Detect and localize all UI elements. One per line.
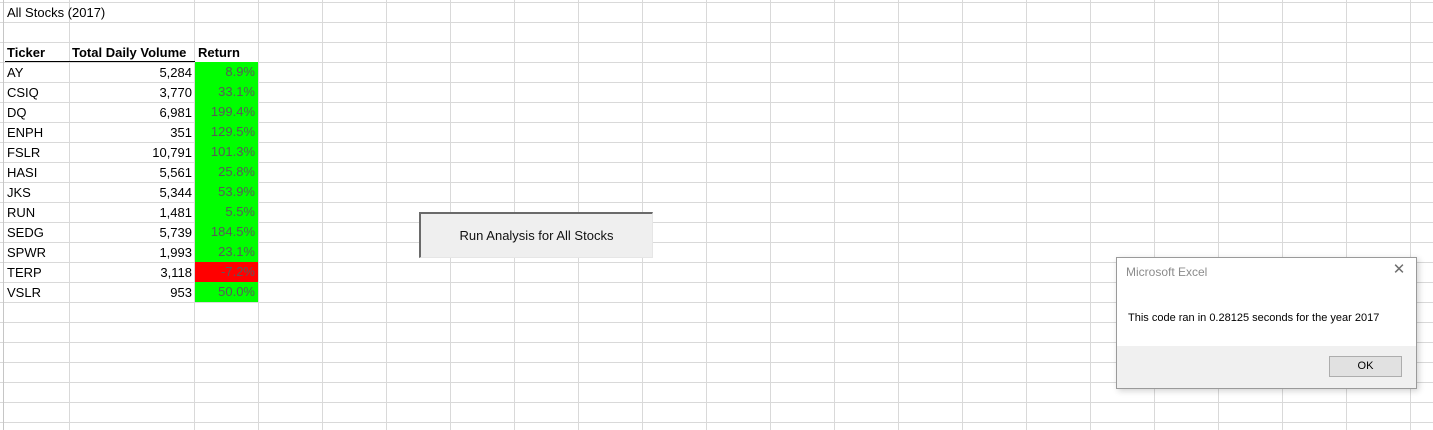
grid-column-line	[69, 0, 70, 430]
grid-column-line	[194, 0, 195, 430]
ticker-cell[interactable]: TERP	[7, 265, 42, 280]
ticker-cell[interactable]: SEDG	[7, 225, 44, 240]
grid-column-line	[258, 0, 259, 430]
grid-row-line	[0, 162, 1433, 163]
volume-cell[interactable]: 5,561	[159, 165, 192, 180]
grid-column-line	[706, 0, 707, 430]
return-cell[interactable]: 8.9%	[195, 62, 258, 82]
grid-column-line	[1346, 0, 1347, 430]
grid-row-line	[0, 422, 1433, 423]
ticker-cell[interactable]: DQ	[7, 105, 27, 120]
grid-column-line	[1218, 0, 1219, 430]
header-volume[interactable]: Total Daily Volume	[72, 45, 187, 60]
volume-cell[interactable]: 953	[170, 285, 192, 300]
grid-row-line	[0, 2, 1433, 3]
sheet-left-border	[3, 0, 4, 430]
grid-row-line	[0, 242, 1433, 243]
return-cell[interactable]: 50.0%	[195, 282, 258, 302]
ticker-cell[interactable]: RUN	[7, 205, 36, 220]
volume-cell[interactable]: 3,770	[159, 85, 192, 100]
dialog-title: Microsoft Excel	[1126, 265, 1208, 279]
volume-cell[interactable]: 3,118	[160, 265, 192, 280]
ticker-cell[interactable]: CSIQ	[7, 85, 39, 100]
return-cell[interactable]: 101.3%	[195, 142, 258, 162]
grid-row-line	[0, 362, 1433, 363]
grid-row-line	[0, 62, 1433, 63]
grid-row-line	[0, 122, 1433, 123]
grid-row-line	[0, 22, 1433, 23]
grid-row-line	[0, 302, 1433, 303]
return-cell[interactable]: 129.5%	[195, 122, 258, 142]
header-ticker[interactable]: Ticker	[7, 45, 46, 60]
run-analysis-button[interactable]: Run Analysis for All Stocks	[419, 212, 653, 258]
grid-row-line	[0, 262, 1433, 263]
dialog-message: This code ran in 0.28125 seconds for the…	[1128, 312, 1380, 324]
grid-row-line	[0, 42, 1433, 43]
grid-column-line	[386, 0, 387, 430]
ticker-cell[interactable]: JKS	[7, 185, 31, 200]
return-cell[interactable]: 184.5%	[195, 222, 258, 242]
ok-button[interactable]: OK	[1329, 356, 1402, 377]
header-underline	[5, 61, 195, 62]
volume-cell[interactable]: 5,344	[159, 185, 192, 200]
grid-column-line	[1154, 0, 1155, 430]
grid-column-line	[962, 0, 963, 430]
ticker-cell[interactable]: FSLR	[7, 145, 41, 160]
return-cell[interactable]: 5.5%	[195, 202, 258, 222]
grid-column-line	[1026, 0, 1027, 430]
header-return[interactable]: Return	[198, 45, 240, 60]
grid-row-line	[0, 222, 1433, 223]
return-cell[interactable]: 199.4%	[195, 102, 258, 122]
volume-cell[interactable]: 351	[170, 125, 192, 140]
ticker-cell[interactable]: AY	[7, 65, 24, 80]
return-cell[interactable]: 53.9%	[195, 182, 258, 202]
ticker-cell[interactable]: HASI	[7, 165, 38, 180]
grid-row-line	[0, 82, 1433, 83]
ticker-cell[interactable]: ENPH	[7, 125, 44, 140]
grid-row-line	[0, 202, 1433, 203]
grid-column-line	[898, 0, 899, 430]
ticker-cell[interactable]: SPWR	[7, 245, 46, 260]
grid-row-line	[0, 382, 1433, 383]
message-dialog: Microsoft Excel ✕ This code ran in 0.281…	[1116, 257, 1417, 389]
grid-column-line	[1282, 0, 1283, 430]
grid-row-line	[0, 102, 1433, 103]
grid-row-line	[0, 342, 1433, 343]
grid-column-line	[322, 0, 323, 430]
grid-column-line	[834, 0, 835, 430]
return-cell[interactable]: -7.2%	[195, 262, 258, 282]
grid-row-line	[0, 402, 1433, 403]
return-cell[interactable]: 23.1%	[195, 242, 258, 262]
grid-row-line	[0, 322, 1433, 323]
volume-cell[interactable]: 1,993	[159, 245, 192, 260]
grid-row-line	[0, 142, 1433, 143]
grid-row-line	[0, 182, 1433, 183]
return-cell[interactable]: 25.8%	[195, 162, 258, 182]
grid-column-line	[1410, 0, 1411, 430]
sheet-title[interactable]: All Stocks (2017)	[7, 5, 106, 20]
ticker-cell[interactable]: VSLR	[7, 285, 41, 300]
grid-row-line	[0, 282, 1433, 283]
close-icon[interactable]: ✕	[1392, 261, 1406, 278]
volume-cell[interactable]: 5,739	[159, 225, 192, 240]
volume-cell[interactable]: 6,981	[159, 105, 192, 120]
grid-column-line	[770, 0, 771, 430]
volume-cell[interactable]: 5,284	[159, 65, 192, 80]
grid-column-line	[1090, 0, 1091, 430]
volume-cell[interactable]: 10,791	[152, 145, 192, 160]
return-cell[interactable]: 33.1%	[195, 82, 258, 102]
volume-cell[interactable]: 1,481	[159, 205, 192, 220]
dialog-footer: OK	[1117, 346, 1416, 388]
